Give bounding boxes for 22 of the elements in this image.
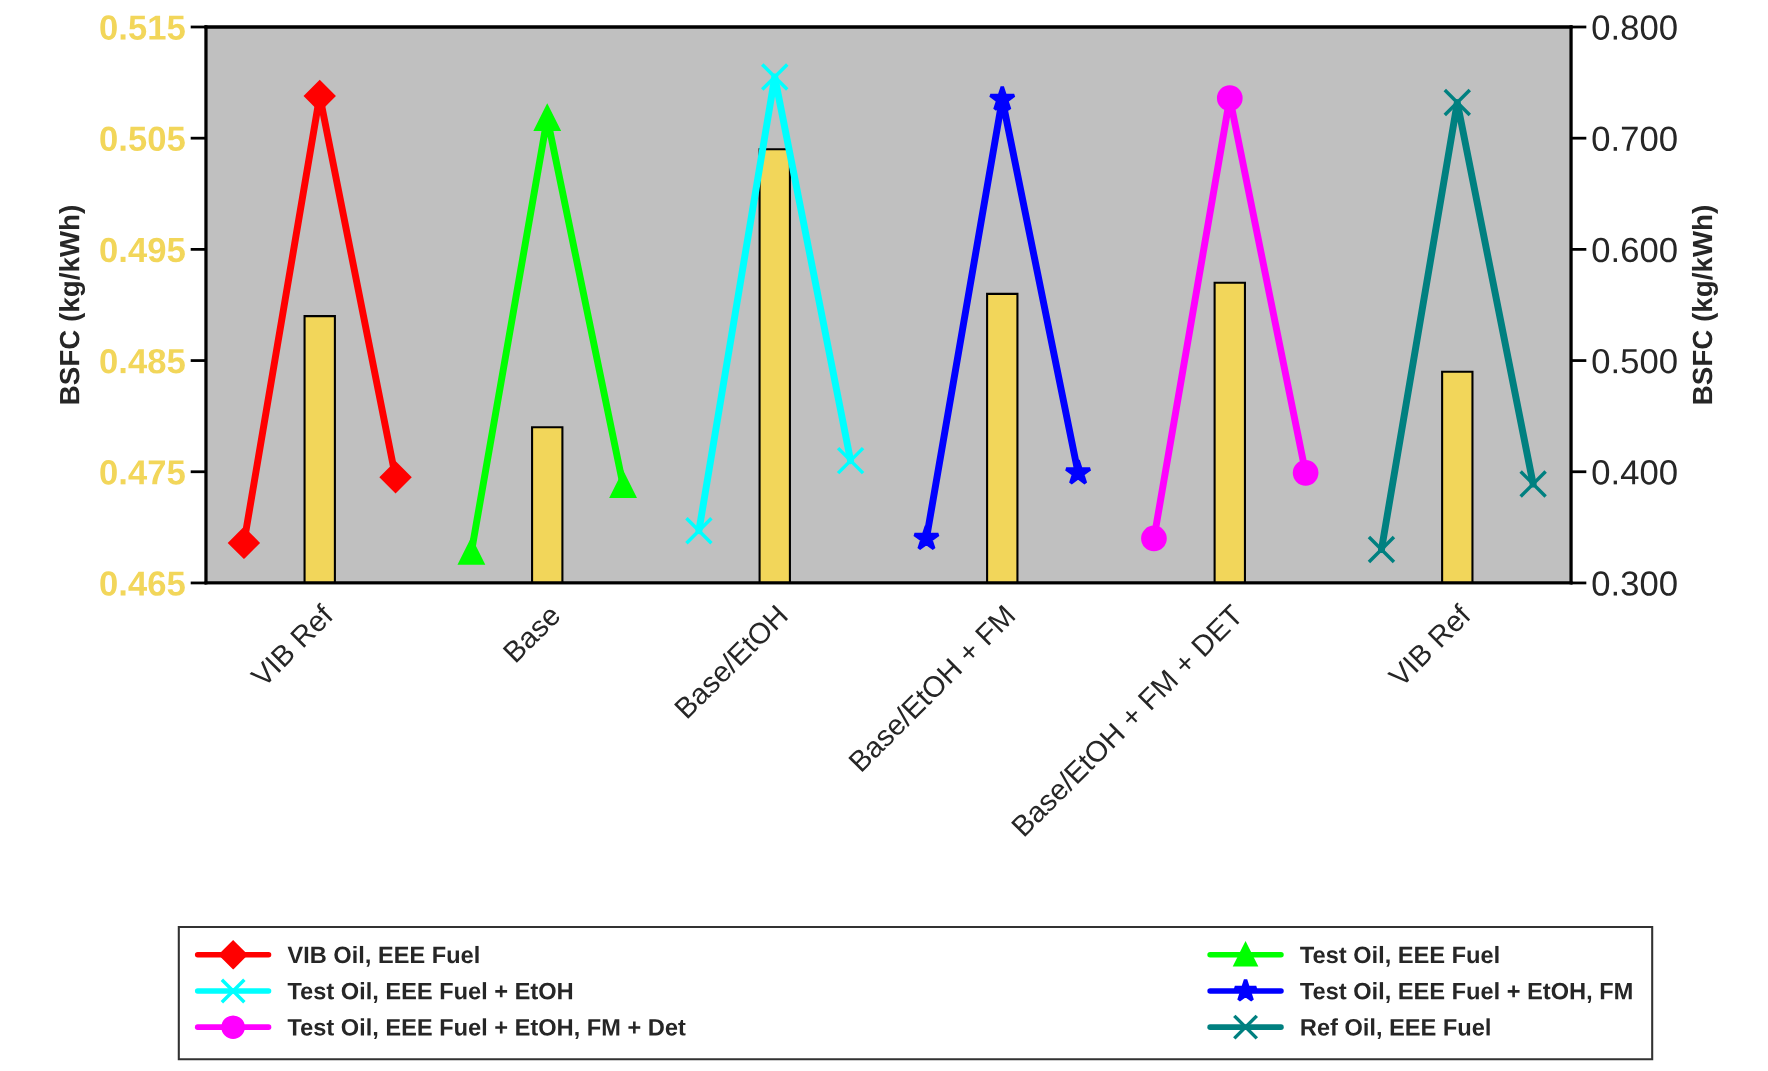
y2-tick-label: 0.600 — [1592, 237, 1677, 263]
legend-label: Test Oil, EEE Fuel + EtOH, FM — [1300, 982, 1632, 1003]
y-tick-label: 0.505 — [100, 126, 185, 152]
y2-tick-label: 0.800 — [1592, 15, 1677, 40]
legend-label: Test Oil, EEE Fuel + EtOH — [287, 982, 573, 1003]
y-tick-label: 0.515 — [100, 15, 185, 40]
y-tick-label: 0.465 — [100, 571, 185, 596]
y2-tick-label: 0.500 — [1592, 348, 1677, 374]
y-tick-label: 0.475 — [100, 460, 185, 485]
x-tick-label: VIB Ref — [248, 602, 335, 689]
legend-label: Ref Oil, EEE Fuel — [1301, 1018, 1490, 1040]
y2-axis-title: BSFC (kg/kWh) — [1691, 206, 1718, 404]
legend-label: Test Oil, EEE Fuel — [1300, 945, 1499, 967]
y-axis-title: BSFC (kg/kWh) — [59, 206, 86, 404]
y2-tick-label: 0.700 — [1592, 126, 1677, 152]
y-tick-label: 0.485 — [100, 348, 185, 374]
legend-label: VIB Oil, EEE Fuel — [287, 945, 479, 967]
y-tick-label: 0.495 — [100, 237, 185, 263]
y2-tick-label: 0.400 — [1592, 460, 1677, 485]
legend-label: Test Oil, EEE Fuel + EtOH, FM + Det — [287, 1018, 686, 1040]
x-tick-label: VIB Ref — [1386, 602, 1473, 689]
y2-tick-label: 0.300 — [1592, 571, 1677, 596]
